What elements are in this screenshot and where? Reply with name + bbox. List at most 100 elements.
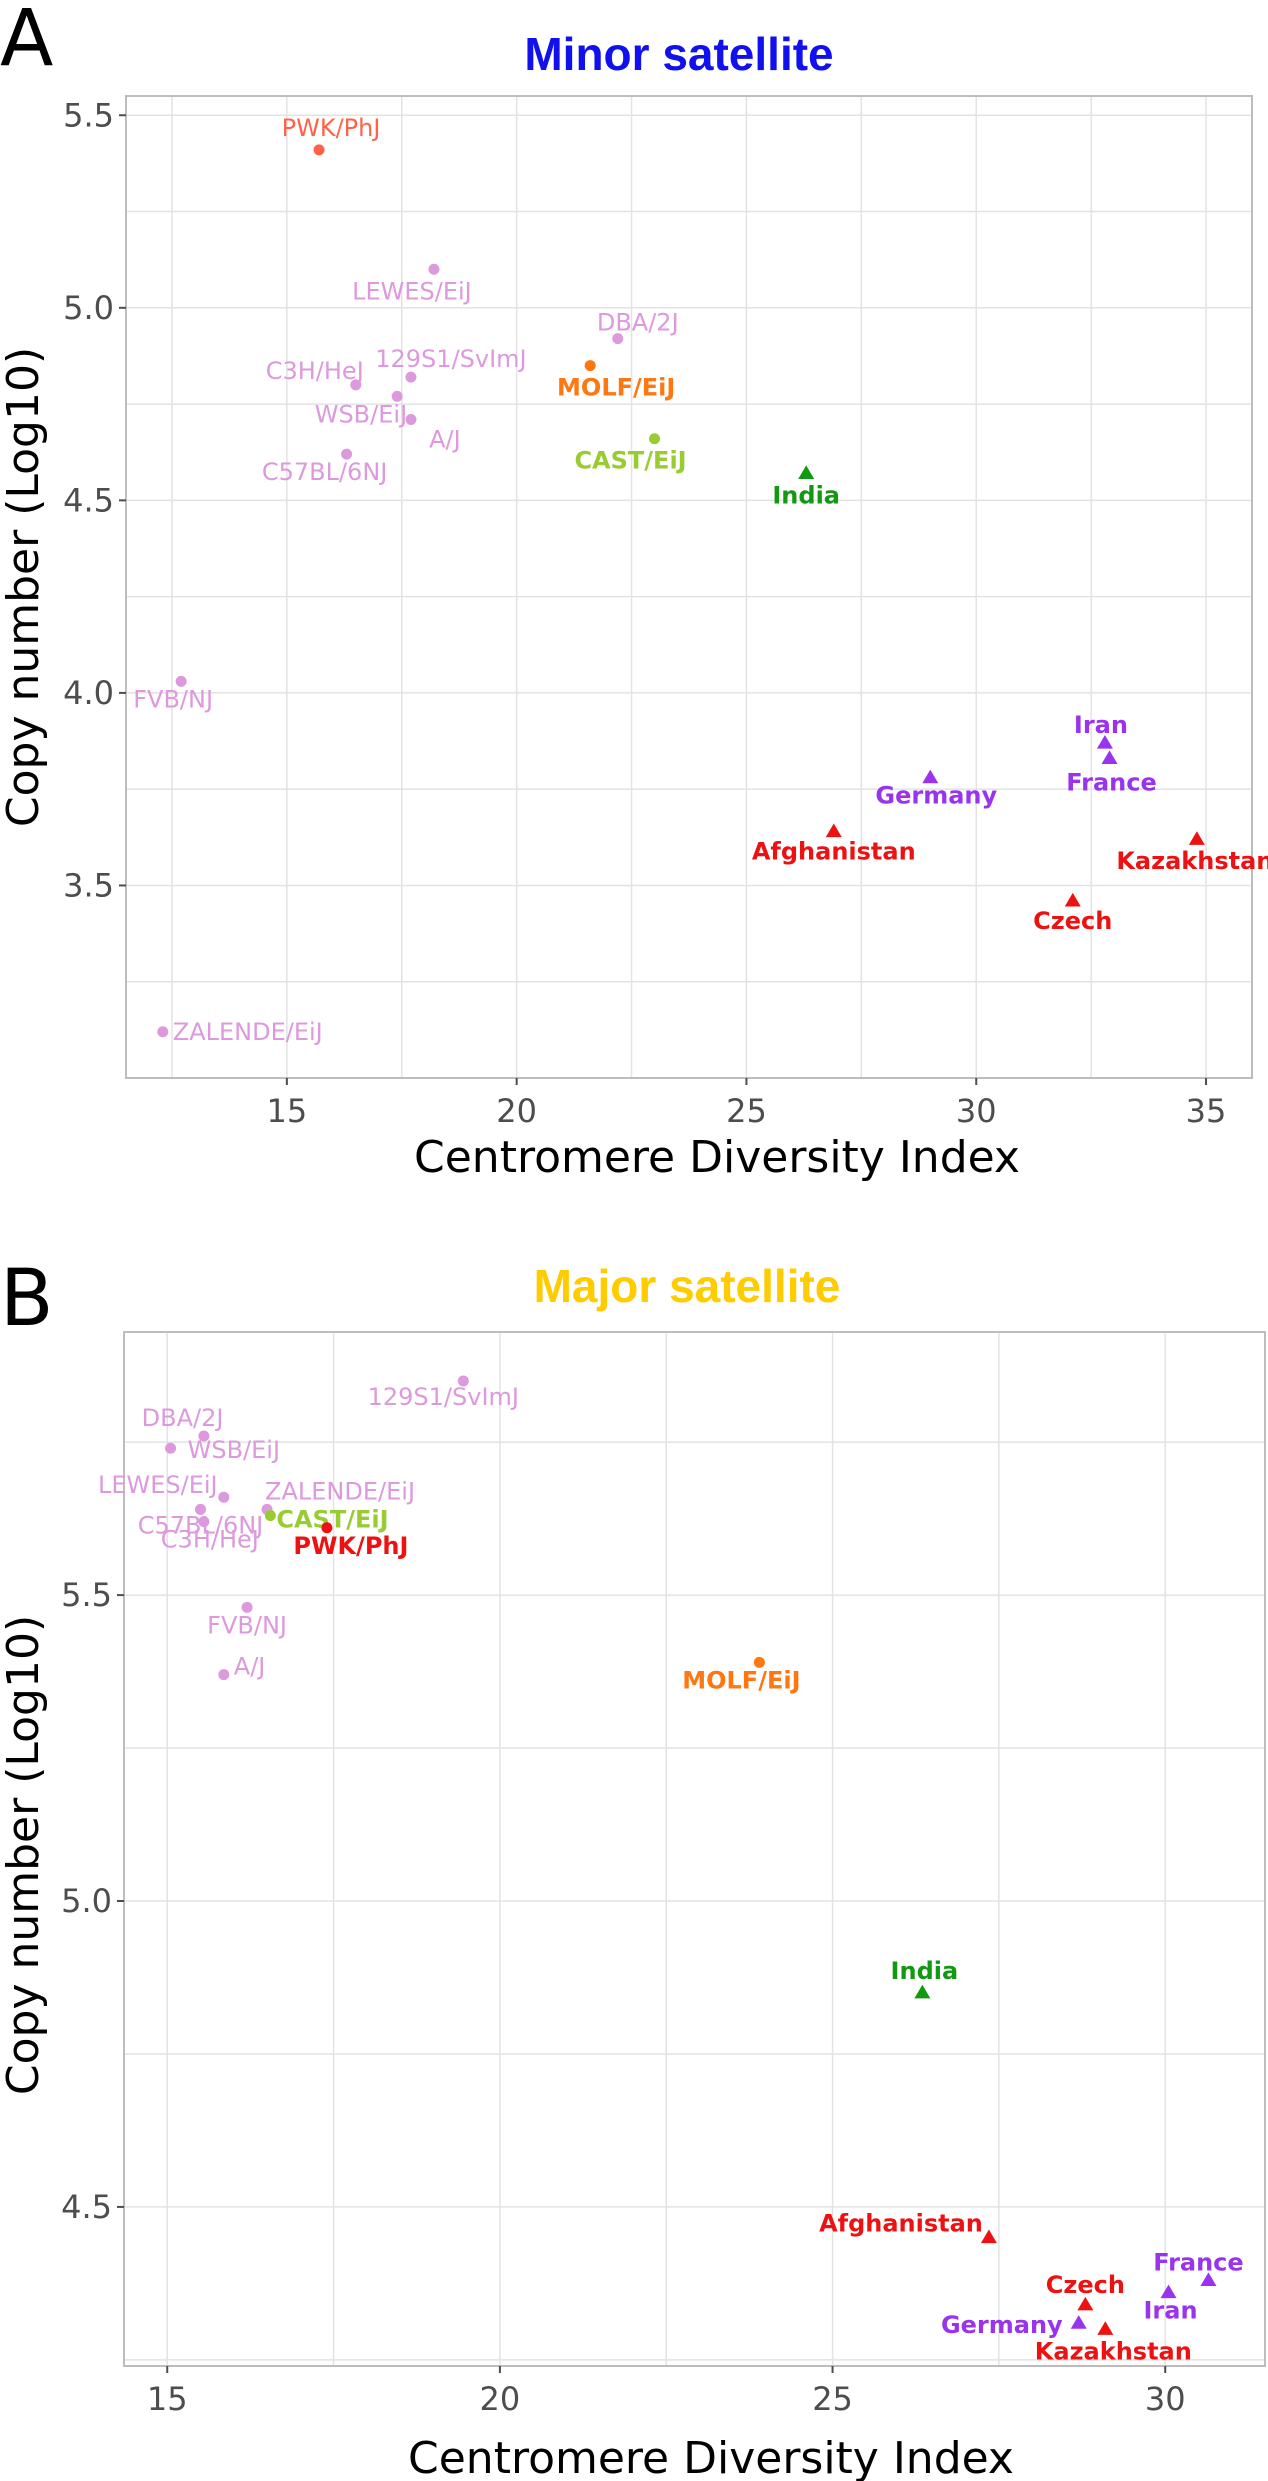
data-point-circle — [405, 371, 417, 383]
data-point-label: ZALENDE/EiJ — [265, 1477, 415, 1505]
y-tick-label: 5.0 — [63, 289, 114, 327]
data-point-label: DBA/2J — [597, 309, 679, 337]
panel-letter-a: A — [0, 0, 53, 84]
panel-a: A Minor satellite Centromere Diversity I… — [0, 0, 1268, 1183]
data-point-circle — [649, 433, 661, 445]
data-point-triangle — [1188, 831, 1205, 845]
data-point-label: PWK/PhJ — [282, 114, 381, 142]
data-point-label: 129S1/SvImJ — [368, 1383, 519, 1411]
data-point-triangle — [980, 2229, 997, 2244]
data-point-triangle — [1077, 2296, 1094, 2311]
data-point-label: 129S1/SvImJ — [375, 345, 526, 373]
data-point-label: Iran — [1144, 2297, 1198, 2325]
data-point-triangle — [922, 769, 939, 784]
data-point-label: C3H/HeJ — [266, 357, 364, 385]
chart-title-minor: Minor satellite — [524, 28, 833, 80]
y-tick-label: 4.0 — [63, 674, 114, 712]
data-point-label: Iran — [1074, 711, 1128, 739]
x-tick-label: 15 — [266, 1092, 307, 1130]
data-point-circle — [165, 1442, 177, 1454]
data-point-label: FVB/NJ — [133, 685, 213, 713]
data-point-label: LEWES/EiJ — [98, 1471, 218, 1499]
data-point-circle — [341, 448, 353, 460]
data-point-circle — [157, 1026, 169, 1038]
data-point-triangle — [1200, 2272, 1217, 2286]
data-point-circle — [612, 333, 624, 345]
y-axis-label-a: Copy number (Log10) — [0, 347, 49, 827]
data-point-label: Kazakhstan — [1035, 2337, 1192, 2365]
data-point-triangle — [825, 823, 842, 838]
x-axis-label-b: Centromere Diversity Index — [408, 2433, 1014, 2481]
data-point-circle — [198, 1430, 210, 1442]
y-tick-label: 4.5 — [63, 481, 114, 519]
panel-letter-b: B — [0, 1254, 54, 1344]
data-point-label: WSB/EiJ — [188, 1436, 280, 1464]
data-point-label: CAST/EiJ — [574, 447, 686, 475]
data-point-circle — [391, 390, 403, 402]
data-point-label: FVB/NJ — [207, 1611, 287, 1639]
data-point-circle — [175, 675, 187, 687]
data-point-triangle — [1097, 2321, 1114, 2335]
plot-frame-a — [125, 95, 1253, 1079]
x-tick-label: 20 — [480, 2380, 521, 2418]
x-tick-label: 25 — [812, 2380, 853, 2418]
y-tick-label: 3.5 — [63, 866, 114, 904]
data-point-circle — [405, 413, 417, 425]
data-point-circle — [218, 1669, 230, 1681]
data-point-triangle — [1096, 734, 1113, 749]
data-point-label: CAST/EiJ — [276, 1506, 388, 1534]
data-point-triangle — [798, 465, 815, 479]
y-tick-label: 5.5 — [61, 1576, 112, 1614]
y-tick-label: 4.5 — [61, 2188, 112, 2226]
data-point-label: Czech — [1033, 907, 1112, 935]
data-point-label: C3H/HeJ — [161, 1526, 259, 1554]
data-point-label: France — [1153, 2248, 1243, 2276]
data-point-circle — [198, 1516, 210, 1528]
data-point-circle — [218, 1491, 230, 1503]
data-point-triangle — [1160, 2284, 1177, 2299]
x-tick-label: 15 — [147, 2380, 188, 2418]
data-point-label: C57BL/6NJ — [262, 458, 388, 486]
x-tick-label: 20 — [496, 1092, 537, 1130]
data-point-label: LEWES/EiJ — [352, 277, 472, 305]
data-point-label: Germany — [875, 782, 997, 810]
data-point-triangle — [1101, 750, 1118, 764]
x-axis-label-a: Centromere Diversity Index — [414, 1132, 1020, 1183]
data-point-circle — [313, 144, 325, 156]
data-point-circle — [584, 360, 596, 372]
x-tick-label: 30 — [1145, 2380, 1186, 2418]
data-point-label: A/J — [429, 425, 461, 453]
data-point-label: PWK/PhJ — [293, 1532, 408, 1560]
data-point-label: Kazakhstan — [1116, 847, 1268, 875]
plot-area-b: 15 20 25 30 4.5 5.0 5.5 129S1/SvImJ DBA/2J WSB/Ei… — [61, 1331, 1266, 2418]
data-point-label: India — [772, 481, 840, 509]
data-point-circle — [321, 1522, 333, 1534]
data-point-label: Afghanistan — [819, 2210, 983, 2238]
x-tick-label: 25 — [726, 1092, 767, 1130]
y-tick-label: 5.0 — [61, 1882, 112, 1920]
data-point-label: Afghanistan — [752, 838, 916, 866]
plot-frame-b — [123, 1331, 1266, 2367]
chart-title-major: Major satellite — [534, 1260, 841, 1312]
data-point-label: DBA/2J — [142, 1404, 224, 1432]
data-point-circle — [264, 1510, 276, 1522]
data-point-label: Czech — [1046, 2271, 1125, 2299]
data-point-triangle — [914, 1984, 931, 1999]
data-point-label: France — [1066, 768, 1156, 796]
data-point-circle — [428, 263, 440, 275]
x-tick-label: 30 — [956, 1092, 997, 1130]
data-point-triangle — [1070, 2315, 1087, 2329]
data-point-circle — [350, 379, 362, 391]
data-point-triangle — [1064, 892, 1081, 907]
y-tick-label: 5.5 — [63, 96, 114, 134]
data-point-label: MOLF/EiJ — [682, 1666, 800, 1694]
x-tick-label: 35 — [1186, 1092, 1227, 1130]
data-point-circle — [195, 1503, 207, 1515]
data-point-label: ZALENDE/EiJ — [173, 1018, 323, 1046]
data-point-circle — [241, 1601, 253, 1613]
plot-area-a: 15 20 25 30 35 3.5 4.0 4.5 5.0 5.5 PWK/PhJ LEWES/Ei… — [63, 95, 1268, 1130]
y-axis-label-b: Copy number (Log10) — [0, 1615, 49, 2095]
data-point-label: MOLF/EiJ — [557, 374, 675, 402]
data-point-label: Germany — [941, 2311, 1063, 2339]
